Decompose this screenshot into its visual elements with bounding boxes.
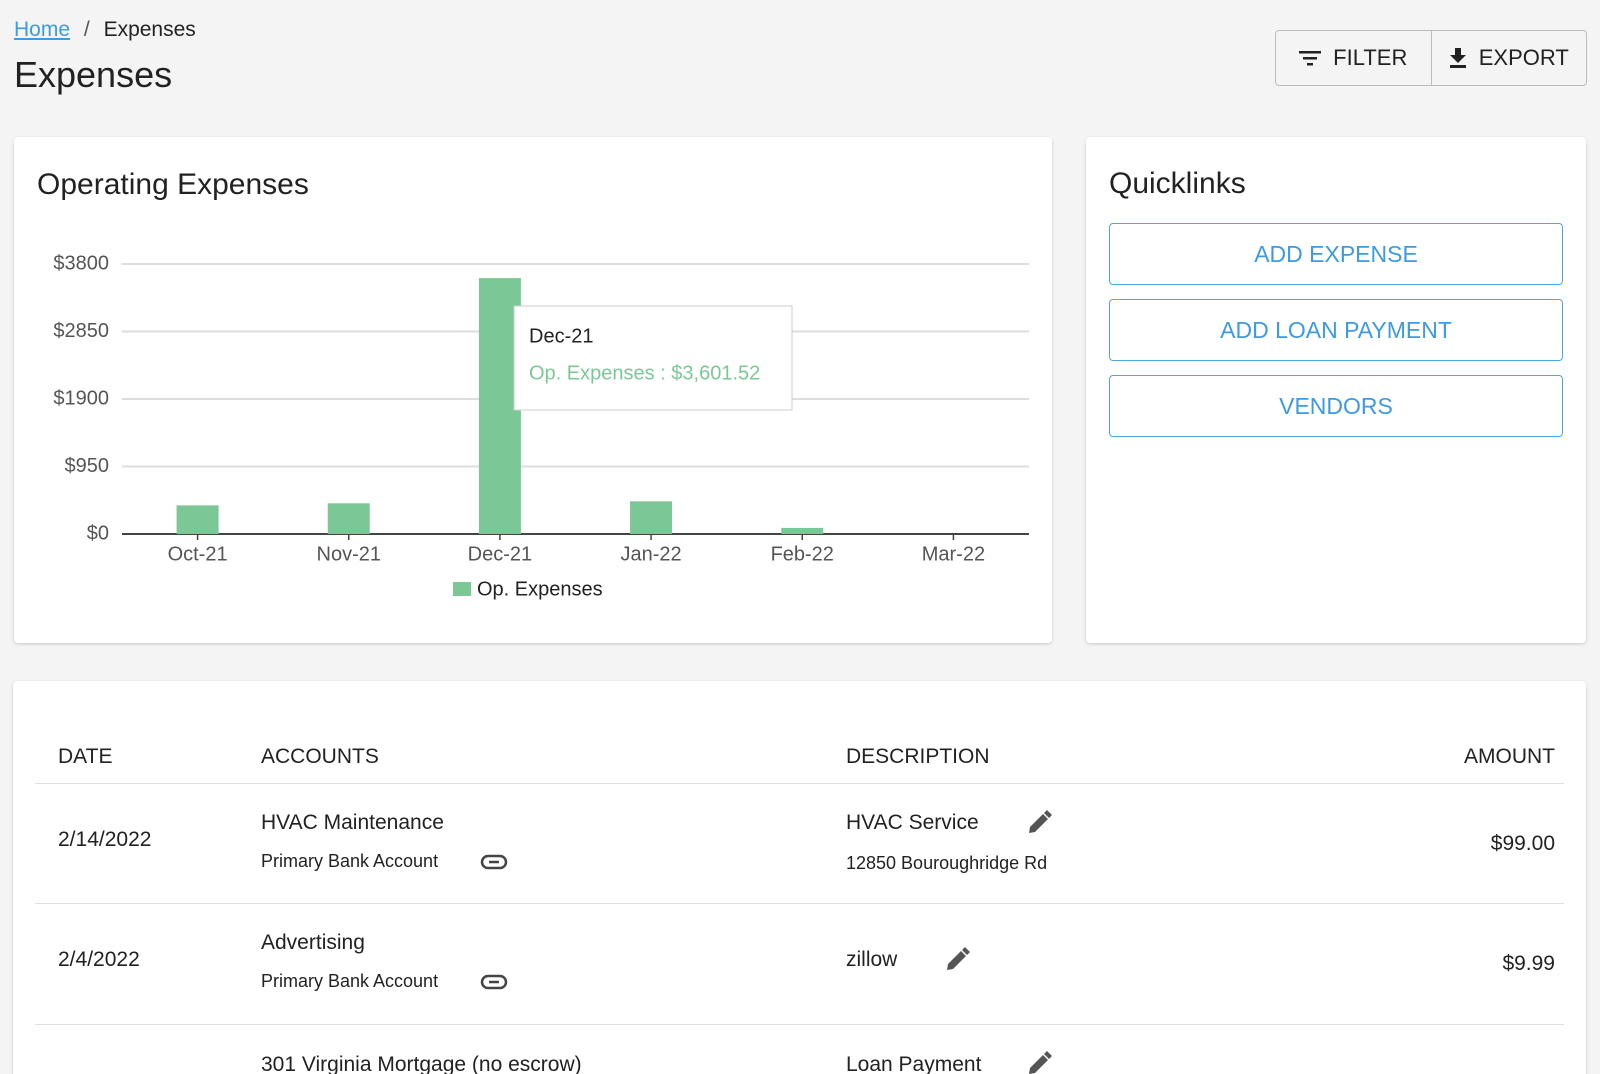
row-address: 12850 Bouroughridge Rd: [846, 853, 1048, 873]
row-account: 301 Virginia Mortgage (no escrow): [261, 1053, 582, 1074]
x-tick-label: Jan-22: [621, 543, 682, 565]
tooltip-text: Op. Expenses : $3,601.52: [529, 362, 760, 384]
row-description: Loan Payment: [846, 1053, 982, 1074]
row-description: zillow: [846, 948, 898, 971]
bar: [176, 505, 219, 534]
link-icon[interactable]: [480, 853, 508, 871]
x-tick-label: Nov-21: [317, 543, 381, 565]
y-tick-label: $0: [87, 522, 109, 544]
row-bank: Primary Bank Account: [261, 971, 439, 991]
filter-label: FILTER: [1333, 45, 1408, 70]
row-bank: Primary Bank Account: [261, 851, 439, 871]
row-date: 2/4/2022: [58, 948, 140, 971]
legend-swatch: [453, 582, 471, 596]
export-button[interactable]: EXPORT: [1432, 31, 1587, 85]
edit-icon[interactable]: [1026, 1051, 1052, 1074]
row-divider: [35, 1024, 1564, 1025]
legend-label: Op. Expenses: [477, 578, 603, 600]
export-label: EXPORT: [1478, 45, 1569, 70]
y-tick-label: $950: [65, 455, 110, 477]
row-amount: $9.99: [1502, 952, 1555, 975]
tooltip-box: [513, 305, 793, 411]
column-header: DESCRIPTION: [846, 745, 990, 768]
column-header: DATE: [58, 745, 113, 768]
x-tick-label: Feb-22: [771, 543, 834, 565]
breadcrumb: Home / Expenses: [14, 18, 196, 42]
bar: [781, 527, 824, 534]
filter-button[interactable]: FILTER: [1276, 31, 1432, 85]
row-amount: $99.00: [1490, 832, 1555, 855]
row-account: HVAC Maintenance: [261, 811, 444, 834]
edit-icon[interactable]: [1026, 810, 1052, 836]
row-description: HVAC Service: [846, 811, 979, 834]
chart-title: Operating Expenses: [37, 168, 309, 201]
page-title: Expenses: [14, 54, 173, 95]
filter-icon: [1299, 51, 1322, 66]
button-group: FILTER EXPORT: [1275, 30, 1587, 86]
tooltip: Dec-21 Op. Expenses : $3,601.52: [513, 305, 793, 411]
row-divider: [35, 783, 1564, 784]
export-icon: [1449, 48, 1466, 68]
edit-icon[interactable]: [944, 947, 970, 973]
quicklinks-card: Quicklinks ADD EXPENSE ADD LOAN PAYMENT …: [1086, 137, 1586, 643]
link-icon[interactable]: [480, 973, 508, 991]
column-header: AMOUNT: [1464, 745, 1555, 768]
quicklinks-title: Quicklinks: [1109, 167, 1246, 200]
x-tick-label: Dec-21: [468, 543, 532, 565]
quicklink-button[interactable]: ADD LOAN PAYMENT: [1109, 299, 1563, 361]
y-tick-label: $3800: [53, 252, 109, 274]
x-tick-label: Oct-21: [168, 543, 228, 565]
chart-card: Operating Expenses $0 $950 $1900 $2850 $3800…: [14, 137, 1052, 643]
bar: [630, 501, 673, 534]
quicklink-button[interactable]: ADD EXPENSE: [1109, 223, 1563, 285]
x-tick-label: Mar-22: [922, 543, 985, 565]
column-header: ACCOUNTS: [261, 745, 379, 768]
row-date: 2/14/2022: [58, 828, 152, 851]
bar: [327, 503, 370, 534]
row-account: Advertising: [261, 931, 365, 954]
y-tick-label: $2850: [53, 320, 109, 342]
y-tick-label: $1900: [53, 387, 109, 409]
expenses-table: DATE ACCOUNTS DESCRIPTION AMOUNT 2/14/20…: [13, 681, 1586, 1074]
breadcrumb-separator: /: [83, 18, 90, 41]
chart: Operating Expenses $0 $950 $1900 $2850 $3800…: [37, 168, 1029, 600]
tooltip-title: Dec-21: [529, 325, 593, 347]
breadcrumb-current: Expenses: [103, 18, 196, 41]
row-divider: [35, 903, 1564, 904]
breadcrumb-home[interactable]: Home: [14, 18, 71, 41]
quicklink-button[interactable]: VENDORS: [1109, 375, 1563, 437]
